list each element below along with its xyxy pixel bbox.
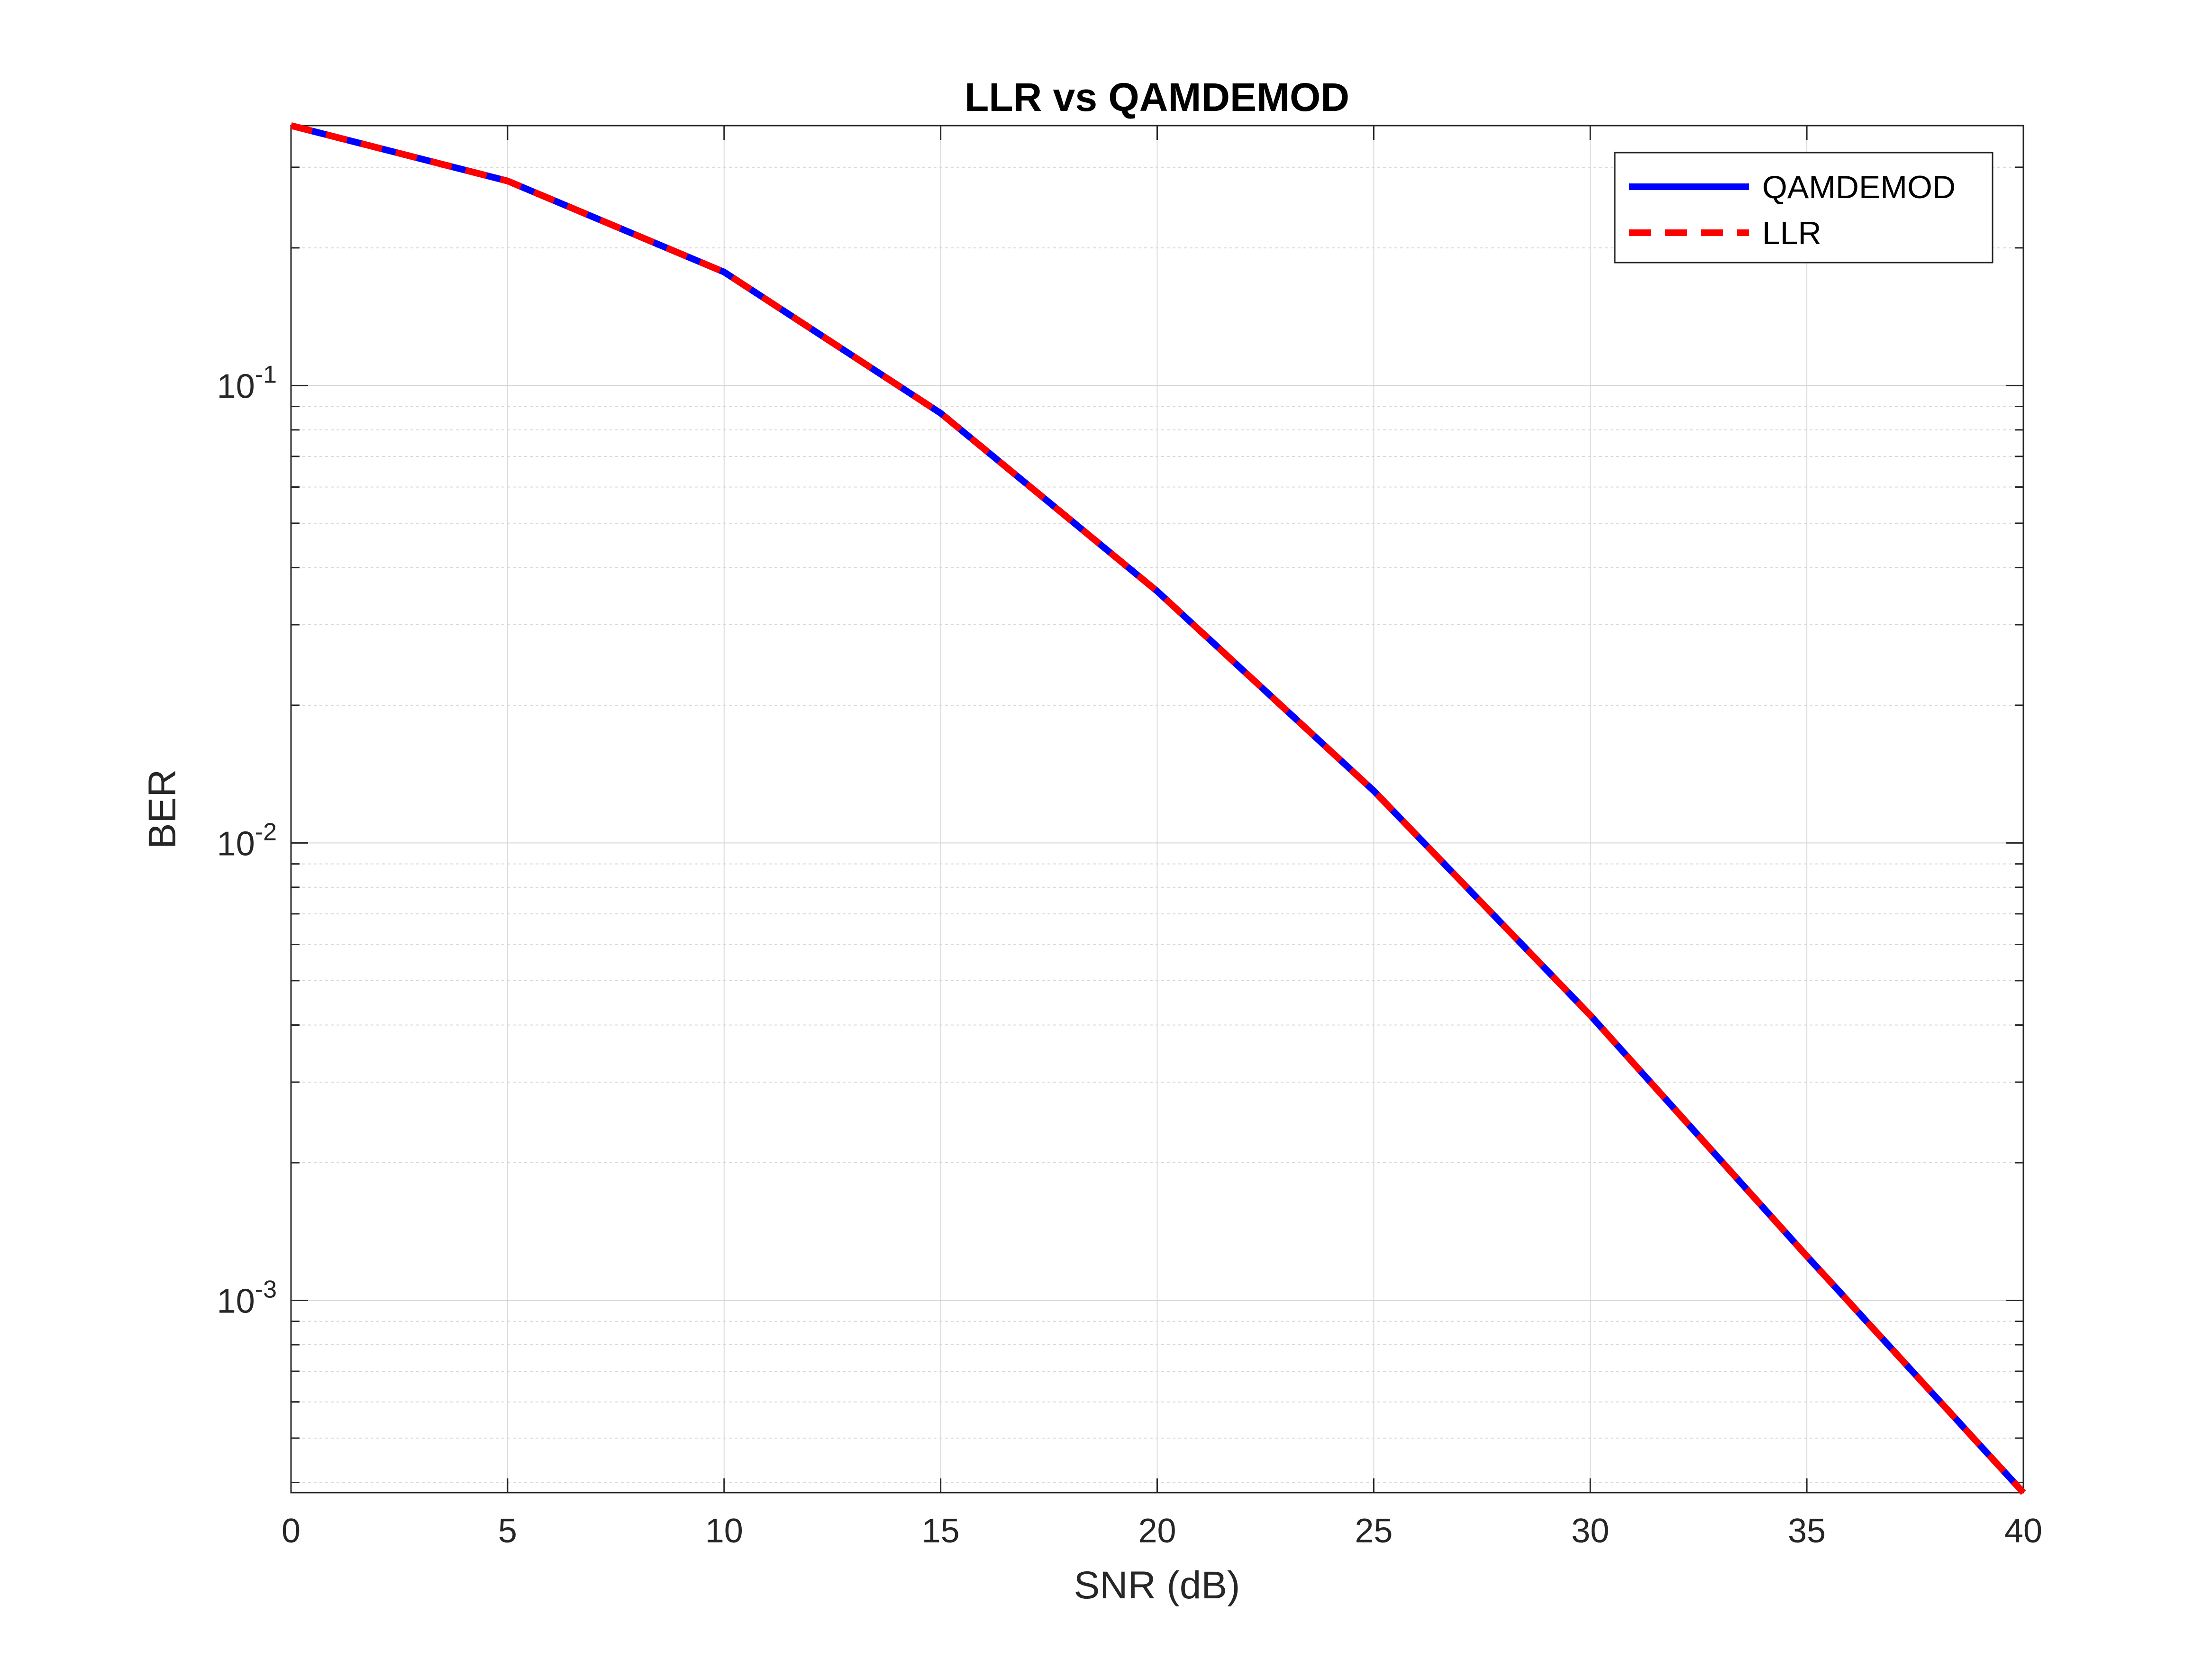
x-tick-label: 0: [282, 1512, 300, 1550]
y-tick-label: 10-3: [217, 1276, 277, 1320]
x-tick-label: 20: [1138, 1512, 1176, 1550]
legend-label-llr: LLR: [1762, 215, 1821, 251]
x-tick-label: 10: [705, 1512, 743, 1550]
series: [290, 122, 2026, 1495]
y-tick-base: 10: [217, 1282, 255, 1320]
y-tick-base: 10: [217, 367, 255, 405]
y-tick-exponent: -3: [255, 1276, 277, 1303]
axes-box: [290, 125, 2024, 1494]
y-tick-label: 10-2: [217, 818, 277, 863]
x-tick-label: 5: [498, 1512, 517, 1550]
legend-label-qamdemod: QAMDEMOD: [1762, 169, 1956, 205]
y-tick-exponent: -1: [255, 361, 277, 388]
y-tick-base: 10: [217, 825, 255, 863]
y-tick-label: 10-1: [217, 361, 277, 405]
x-tick-label: 30: [1571, 1512, 1609, 1550]
x-tick-label: 15: [922, 1512, 960, 1550]
x-tick-label: 35: [1788, 1512, 1826, 1550]
x-tick-label: 25: [1355, 1512, 1393, 1550]
legend: QAMDEMOD LLR: [1614, 152, 1994, 264]
y-tick-labels: 10-310-210-1: [217, 361, 277, 1320]
x-tick-label: 40: [2004, 1512, 2042, 1550]
series-line-llr: [290, 122, 2026, 1495]
x-axis-label: SNR (dB): [1074, 1564, 1240, 1607]
y-tick-exponent: -2: [255, 818, 277, 846]
legend-box: [1614, 152, 1994, 264]
x-tick-labels: 0 5 10 15 20 25 30 35 40: [282, 1512, 2042, 1550]
chart-title: LLR vs QAMDEMOD: [965, 75, 1349, 119]
y-axis-label: BER: [141, 769, 184, 849]
